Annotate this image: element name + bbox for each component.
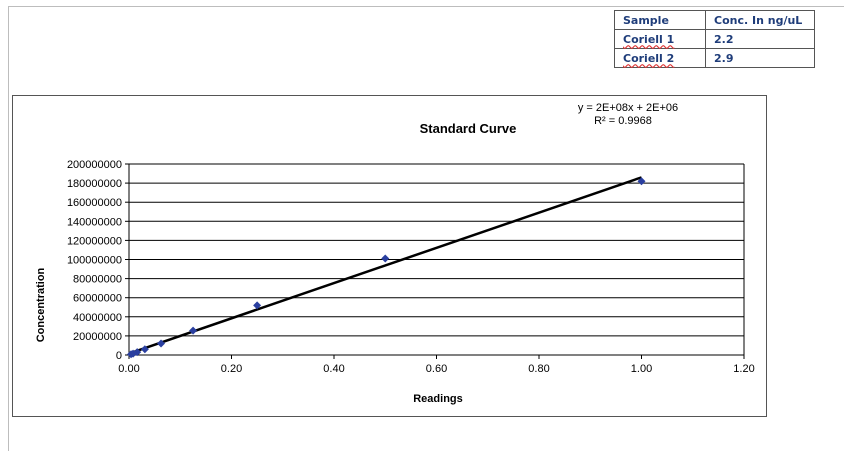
y-tick-label: 60000000 [73,293,122,305]
x-tick-label: 0.80 [528,363,549,375]
table-header-row: Sample Conc. In ng/uL [614,10,815,30]
y-axis-label: Concentration [35,267,47,342]
document-frame [8,6,844,451]
data-point [189,326,198,335]
y-tick-label: 120000000 [67,235,122,247]
standard-curve-chart: 0 20000000 40000000 60000000 80000000 1000000… [12,95,767,417]
sample-name: Coriell 1 [614,29,706,49]
x-tick-label: 1.00 [631,363,652,375]
y-tick-label: 80000000 [73,274,122,286]
axes [125,163,745,359]
y-tick-label: 100000000 [67,255,122,267]
header-concentration: Conc. In ng/uL [705,10,815,30]
sample-name-text: Coriell 2 [623,51,675,65]
x-axis-label: Readings [413,393,463,405]
trendline-equation: y = 2E+08x + 2E+06 [578,102,678,114]
chart-canvas: 0 20000000 40000000 60000000 80000000 1000000… [35,102,755,405]
data-point [140,345,149,354]
x-tick-label: 1.20 [733,363,754,375]
table-row: Coriell 2 2.9 [614,48,815,68]
data-points [127,177,646,359]
trendline-layer [128,176,642,355]
tick-labels: 0 20000000 40000000 60000000 80000000 1000000… [67,159,755,375]
y-tick-label: 20000000 [73,331,122,343]
data-point [129,349,138,358]
y-tick-label: 180000000 [67,178,122,190]
data-point [133,348,142,357]
y-tick-label: 160000000 [67,197,122,209]
sample-name-text: Coriell 1 [623,32,675,46]
y-tick-label: 0 [116,350,122,362]
x-tick-label: 0.00 [118,363,139,375]
y-tick-label: 200000000 [67,159,122,171]
chart-title: Standard Curve [420,121,517,136]
sample-name: Coriell 2 [614,48,706,68]
table-row: Coriell 1 2.2 [614,29,815,49]
sample-concentration: 2.9 [705,48,815,68]
gridlines [129,163,745,356]
data-point [253,301,262,310]
x-tick-label: 0.40 [323,363,344,375]
data-point [381,254,390,263]
y-tick-label: 40000000 [73,312,122,324]
header-sample: Sample [614,10,706,30]
data-point [157,339,166,348]
x-tick-label: 0.20 [221,363,242,375]
y-tick-label: 140000000 [67,216,122,228]
r-squared-label: R² = 0.9968 [594,115,652,127]
x-tick-label: 0.60 [426,363,447,375]
sample-concentration: 2.2 [705,29,815,49]
trendline [128,176,642,355]
sample-concentration-table: Sample Conc. In ng/uL Coriell 1 2.2 Cori… [614,10,815,68]
data-point [637,177,646,186]
